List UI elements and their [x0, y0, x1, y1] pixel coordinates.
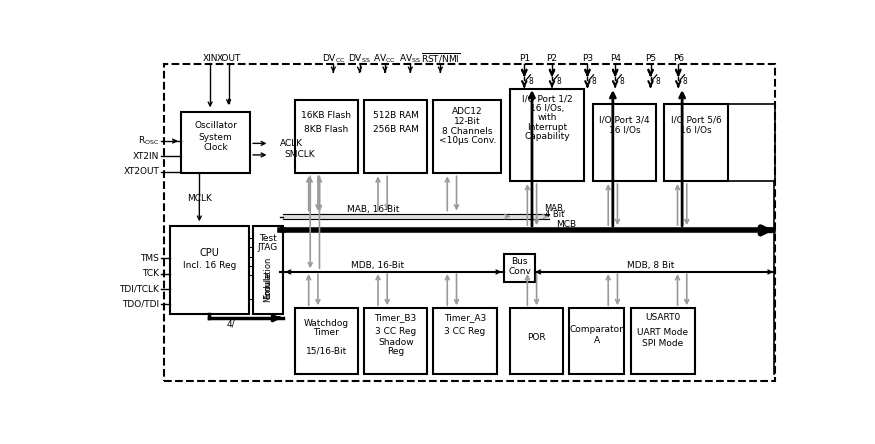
Bar — [593, 104, 656, 181]
Text: Shadow: Shadow — [378, 337, 414, 346]
Text: 16 I/Os: 16 I/Os — [680, 126, 711, 135]
Text: POR: POR — [528, 333, 546, 341]
Text: 512B RAM: 512B RAM — [373, 111, 418, 120]
Text: Comparator: Comparator — [570, 325, 624, 334]
Text: JTAG: JTAG — [258, 243, 278, 252]
Text: I/O Port 5/6: I/O Port 5/6 — [670, 115, 721, 124]
Text: UART Mode: UART Mode — [637, 328, 689, 337]
Text: 8: 8 — [556, 77, 561, 86]
Text: CPU: CPU — [200, 248, 220, 258]
Text: Timer_A3: Timer_A3 — [444, 313, 487, 322]
Text: MAB,: MAB, — [544, 204, 566, 213]
Text: ACLK: ACLK — [279, 139, 303, 148]
Text: P6: P6 — [673, 54, 684, 63]
Text: P5: P5 — [645, 54, 656, 63]
Text: 8: 8 — [592, 77, 597, 86]
Text: 12-Bit: 12-Bit — [454, 117, 480, 126]
Bar — [433, 100, 501, 174]
Text: Timer: Timer — [313, 328, 340, 337]
Text: 4/: 4/ — [227, 319, 235, 328]
Text: Capability: Capability — [524, 132, 570, 141]
Text: TDI/TCLK: TDI/TCLK — [119, 285, 159, 293]
Bar — [253, 226, 283, 314]
Bar — [364, 308, 427, 373]
Bar — [631, 308, 696, 373]
Text: 8KB Flash: 8KB Flash — [304, 125, 348, 134]
Bar — [295, 308, 358, 373]
Text: Watchdog: Watchdog — [304, 319, 349, 328]
Bar — [170, 226, 248, 314]
Text: MDB, 16-Bit: MDB, 16-Bit — [351, 262, 403, 270]
Text: DV$_\mathsf{SS}$: DV$_\mathsf{SS}$ — [348, 52, 371, 65]
Text: Test: Test — [259, 234, 276, 242]
Text: 8: 8 — [655, 77, 660, 86]
Text: 16 I/Os: 16 I/Os — [609, 126, 640, 135]
Text: MDB, 8 Bit: MDB, 8 Bit — [626, 262, 675, 270]
Text: Emulation: Emulation — [263, 257, 272, 299]
Bar — [569, 308, 625, 373]
Text: $\overline{\mathsf{RST/NMI}}$: $\overline{\mathsf{RST/NMI}}$ — [421, 51, 460, 65]
Text: 8 Channels: 8 Channels — [442, 127, 493, 135]
Text: 256B RAM: 256B RAM — [373, 125, 418, 134]
Text: MCB: MCB — [556, 220, 576, 229]
Text: P1: P1 — [519, 54, 530, 63]
Text: Incl. 16 Reg: Incl. 16 Reg — [183, 262, 236, 270]
Text: USART0: USART0 — [645, 313, 681, 322]
Text: 16 I/Os,: 16 I/Os, — [529, 104, 564, 113]
Bar — [510, 308, 563, 373]
Text: Module: Module — [263, 272, 272, 302]
Text: MCLK: MCLK — [187, 194, 212, 203]
Text: with: with — [537, 114, 556, 123]
Text: Oscillator: Oscillator — [194, 121, 237, 130]
Text: TDO/TDI: TDO/TDI — [123, 300, 159, 309]
Text: P4: P4 — [610, 54, 620, 63]
Bar — [510, 89, 584, 181]
Bar — [664, 104, 728, 181]
Text: XT2OUT: XT2OUT — [123, 167, 159, 176]
Text: I/O Port 1/2: I/O Port 1/2 — [522, 95, 572, 104]
Text: P2: P2 — [547, 54, 557, 63]
Text: 8: 8 — [528, 77, 534, 86]
Bar — [433, 308, 497, 373]
Text: System: System — [199, 133, 233, 142]
Text: Interrupt: Interrupt — [527, 123, 567, 132]
Bar — [181, 112, 250, 174]
Text: 3 CC Reg: 3 CC Reg — [444, 327, 486, 336]
Bar — [295, 100, 358, 174]
Text: SMCLK: SMCLK — [285, 151, 316, 159]
Text: AV$_\mathsf{SS}$: AV$_\mathsf{SS}$ — [399, 52, 422, 65]
Text: A: A — [593, 336, 599, 345]
Text: Bus: Bus — [511, 258, 528, 266]
Text: 8: 8 — [620, 77, 625, 86]
Bar — [364, 100, 427, 174]
Text: Clock: Clock — [203, 143, 228, 152]
Text: Conv: Conv — [508, 267, 531, 276]
Text: XT2IN: XT2IN — [133, 152, 159, 161]
Text: 3 CC Reg: 3 CC Reg — [375, 327, 416, 336]
Text: I/O Port 3/4: I/O Port 3/4 — [599, 115, 650, 124]
Text: <10μs Conv.: <10μs Conv. — [438, 136, 496, 145]
Text: TMS: TMS — [140, 254, 159, 262]
Text: 8: 8 — [682, 77, 688, 86]
Text: DV$_\mathsf{CC}$: DV$_\mathsf{CC}$ — [321, 52, 345, 65]
Bar — [504, 254, 536, 282]
Text: AV$_\mathsf{CC}$: AV$_\mathsf{CC}$ — [374, 52, 396, 65]
Text: 15/16-Bit: 15/16-Bit — [305, 347, 347, 356]
Text: XOUT: XOUT — [216, 54, 241, 63]
Text: 16KB Flash: 16KB Flash — [301, 111, 352, 120]
Text: Reg: Reg — [387, 347, 404, 356]
Text: TCK: TCK — [143, 269, 159, 278]
Text: ADC12: ADC12 — [452, 107, 483, 115]
Text: XIN: XIN — [202, 54, 218, 63]
Text: P3: P3 — [582, 54, 593, 63]
Text: Timer_B3: Timer_B3 — [374, 313, 416, 322]
Text: SPI Mode: SPI Mode — [642, 339, 683, 348]
Text: 4 Bit: 4 Bit — [545, 210, 564, 219]
Text: R$_\mathsf{OSC}$: R$_\mathsf{OSC}$ — [138, 135, 159, 147]
Text: MAB, 16-Bit: MAB, 16-Bit — [347, 205, 400, 214]
